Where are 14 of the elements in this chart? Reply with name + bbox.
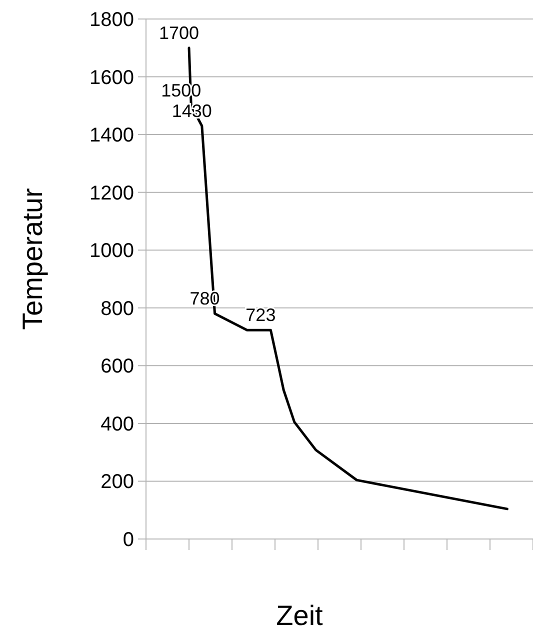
y-tick-label: 0 — [122, 529, 134, 551]
y-tick-label: 200 — [100, 471, 134, 494]
y-tick-label: 1600 — [90, 66, 134, 89]
y-tick-label: 600 — [100, 356, 134, 378]
y-tick-label: 1200 — [90, 182, 134, 204]
y-tick-label: 1800 — [90, 9, 134, 31]
y-axis-title: Temperatur — [17, 188, 48, 330]
text: 723 — [246, 305, 276, 326]
y-tick-label: 800 — [100, 298, 134, 320]
y-tick-label: 1000 — [90, 240, 134, 262]
y-tick-label: 1400 — [90, 124, 134, 147]
x-axis-title: Zeit — [276, 600, 324, 631]
y-tick-label: 400 — [100, 413, 134, 436]
text: 1700 — [158, 22, 200, 43]
